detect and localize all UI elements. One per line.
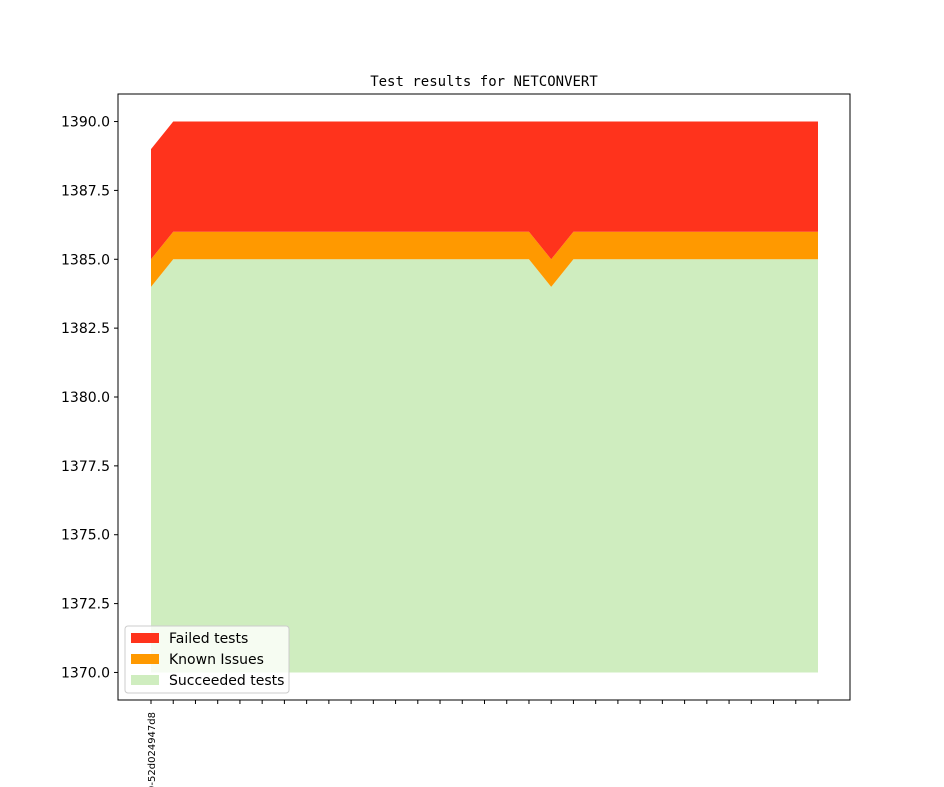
y-tick-label: 1390.0 bbox=[61, 115, 110, 131]
plot-areas bbox=[151, 121, 818, 673]
y-tick-label: 1375.0 bbox=[61, 528, 110, 544]
y-tick-label: 1372.5 bbox=[61, 597, 110, 613]
legend-swatch bbox=[131, 633, 159, 643]
y-tick-label: 1387.5 bbox=[61, 183, 110, 199]
axes: 1370.0 1372.5 1375.0 1377.5 1380.0 1382.5 1385… bbox=[61, 93, 851, 787]
legend-box bbox=[124, 625, 290, 694]
legend-swatch bbox=[131, 654, 159, 664]
legend-label: Succeeded tests bbox=[169, 673, 284, 689]
y-tick-label: 1380.0 bbox=[61, 390, 110, 406]
area-known-issues bbox=[151, 231, 818, 287]
legend-label: Failed tests bbox=[169, 631, 248, 647]
legend-swatch bbox=[131, 675, 159, 685]
y-tick-label: 1370.0 bbox=[61, 665, 110, 681]
legend-label: Known Issues bbox=[169, 652, 264, 668]
area-succeeded-tests bbox=[151, 259, 818, 673]
area-failed-tests bbox=[151, 121, 818, 260]
y-tick-label: 1377.5 bbox=[61, 459, 110, 475]
y-tick-label: 1382.5 bbox=[61, 321, 110, 337]
x-tick-label: 9-52d024947d8 bbox=[147, 712, 158, 787]
legend: Failed tests Known Issues Succeeded tests bbox=[124, 625, 290, 694]
y-tick-label: 1385.0 bbox=[61, 252, 110, 268]
chart-title: Test results for NETCONVERT bbox=[370, 74, 598, 90]
